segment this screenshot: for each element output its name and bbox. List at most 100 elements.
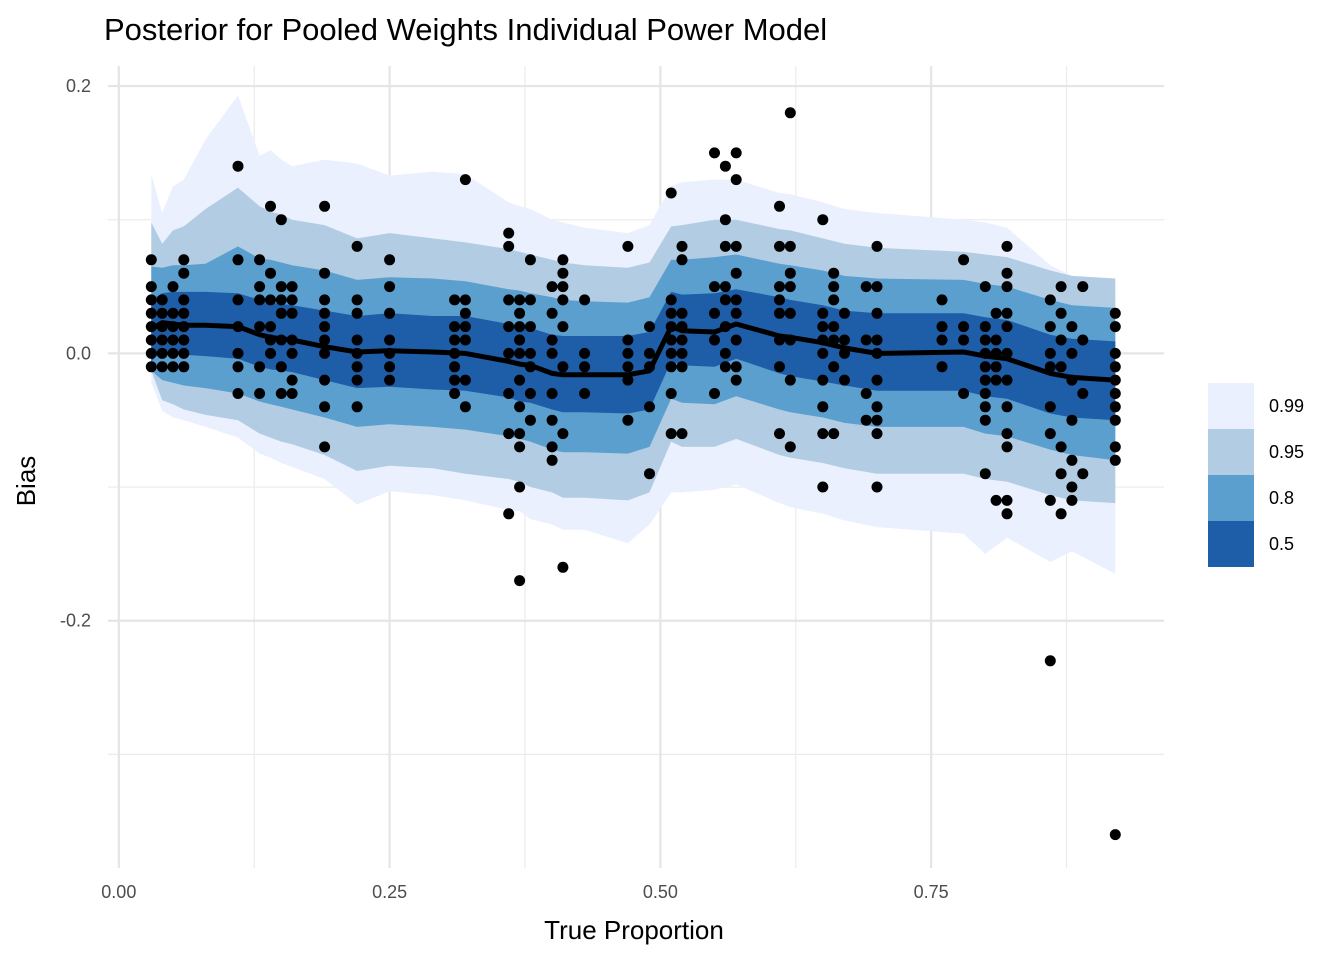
data-point: [1077, 281, 1089, 293]
data-point: [1055, 441, 1067, 453]
data-point: [265, 334, 276, 346]
data-point: [1109, 829, 1121, 841]
data-point: [459, 174, 471, 186]
data-point: [784, 334, 796, 346]
data-point: [167, 347, 179, 359]
data-point: [719, 214, 731, 226]
data-point: [1001, 441, 1013, 453]
data-point: [275, 214, 287, 226]
data-point: [871, 347, 883, 359]
data-point: [828, 281, 840, 293]
data-point: [459, 374, 471, 386]
data-point: [1109, 347, 1121, 359]
data-point: [524, 347, 536, 359]
data-point: [265, 347, 276, 359]
data-point: [676, 254, 688, 266]
data-point: [665, 361, 677, 373]
data-point: [178, 267, 190, 279]
data-point: [145, 281, 157, 293]
data-point: [730, 174, 742, 186]
band-50: [151, 289, 1116, 421]
data-point: [1055, 307, 1067, 319]
credible-bands: [151, 95, 1116, 574]
data-point: [665, 428, 677, 440]
data-point: [232, 388, 244, 399]
data-point: [644, 361, 655, 373]
data-point: [1044, 494, 1056, 506]
data-point: [828, 428, 840, 440]
data-point: [622, 414, 634, 426]
data-point: [557, 254, 569, 266]
data-point: [709, 307, 720, 319]
data-point: [817, 307, 829, 319]
data-point: [557, 428, 569, 440]
data-point: [709, 334, 720, 346]
data-point: [514, 374, 526, 386]
data-point: [958, 334, 970, 346]
data-point: [774, 240, 785, 252]
data-point: [232, 361, 244, 373]
data-point: [1109, 388, 1121, 399]
data-point: [1001, 307, 1013, 319]
data-point: [286, 294, 298, 306]
data-point: [871, 428, 883, 440]
data-point: [622, 334, 634, 346]
data-point: [514, 347, 526, 359]
y-tick-label: -0.2: [60, 611, 91, 631]
data-point: [979, 334, 991, 346]
data-point: [319, 267, 331, 279]
data-point: [1109, 374, 1121, 386]
data-point: [1044, 361, 1056, 373]
data-point: [1001, 401, 1013, 413]
data-point: [828, 361, 840, 373]
data-point: [979, 468, 991, 480]
data-point: [459, 401, 471, 413]
data-point: [828, 294, 840, 306]
data-point: [145, 334, 157, 346]
data-point: [319, 200, 331, 212]
data-point: [784, 240, 796, 252]
data-point: [719, 160, 731, 172]
legend-key: [1208, 429, 1254, 475]
data-point: [178, 254, 190, 266]
data-point: [1044, 428, 1056, 440]
data-point: [828, 321, 840, 333]
data-point: [449, 347, 461, 359]
data-point: [167, 321, 179, 333]
data-point: [665, 334, 677, 346]
data-point: [979, 347, 991, 359]
data-point: [449, 388, 461, 399]
y-tick-label: 0.2: [66, 76, 91, 96]
data-point: [514, 307, 526, 319]
data-point: [871, 307, 883, 319]
data-point: [286, 281, 298, 293]
data-point: [167, 334, 179, 346]
data-point: [178, 307, 190, 319]
legend-key: [1208, 383, 1254, 429]
data-point: [784, 281, 796, 293]
y-axis-title: Bias: [11, 456, 41, 507]
data-point: [1077, 388, 1089, 399]
data-point: [958, 388, 970, 399]
data-point: [156, 294, 168, 306]
data-point: [1055, 334, 1067, 346]
data-point: [784, 374, 796, 386]
data-point: [828, 334, 840, 346]
data-points: [145, 107, 1121, 841]
data-point: [524, 388, 536, 399]
data-point: [514, 401, 526, 413]
data-point: [839, 347, 850, 359]
legend-label: 0.8: [1269, 488, 1294, 508]
data-point: [871, 401, 883, 413]
data-point: [286, 334, 298, 346]
data-point: [784, 441, 796, 453]
data-point: [503, 508, 515, 520]
data-point: [774, 200, 785, 212]
data-point: [384, 361, 396, 373]
data-point: [784, 307, 796, 319]
data-point: [1001, 321, 1013, 333]
data-point: [178, 334, 190, 346]
data-point: [1109, 454, 1121, 466]
data-point: [254, 281, 266, 293]
legend-label: 0.99: [1269, 396, 1304, 416]
